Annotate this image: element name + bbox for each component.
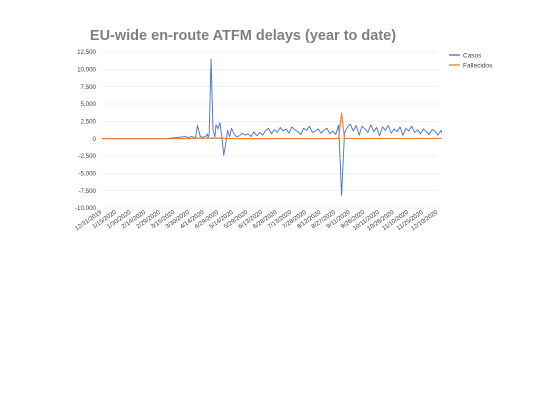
chart-title: EU-wide en-route ATFM delays (year to da… [90, 28, 396, 44]
y-tick-label: 2,500 [81, 119, 97, 126]
y-tick-label: -2,500 [78, 153, 96, 160]
legend: Casos Fallecidos [449, 52, 493, 69]
series-lines [102, 58, 443, 196]
series-line-casos [102, 58, 443, 196]
y-tick-label: -7,500 [78, 188, 96, 195]
gridlines [102, 51, 438, 209]
y-tick-label: -10,000 [75, 205, 97, 212]
y-tick-label: -5,000 [78, 171, 96, 178]
y-tick-label: 7,500 [81, 84, 97, 91]
y-tick-label: 12,500 [77, 49, 96, 56]
legend-label-casos: Casos [463, 52, 482, 59]
x-axis-tick-labels: 12/31/20191/15/20201/30/20202/14/20202/2… [74, 209, 440, 233]
series-line-fallecidos [102, 112, 442, 140]
y-tick-label: 5,000 [81, 101, 97, 108]
y-tick-label: 0 [93, 136, 97, 143]
y-axis-tick-labels: 12,500 10,000 7,500 5,000 2,500 0 -2,500 -5,000… [75, 49, 97, 212]
y-tick-label: 10,000 [77, 67, 96, 74]
legend-label-fallecidos: Fallecidos [463, 62, 493, 69]
